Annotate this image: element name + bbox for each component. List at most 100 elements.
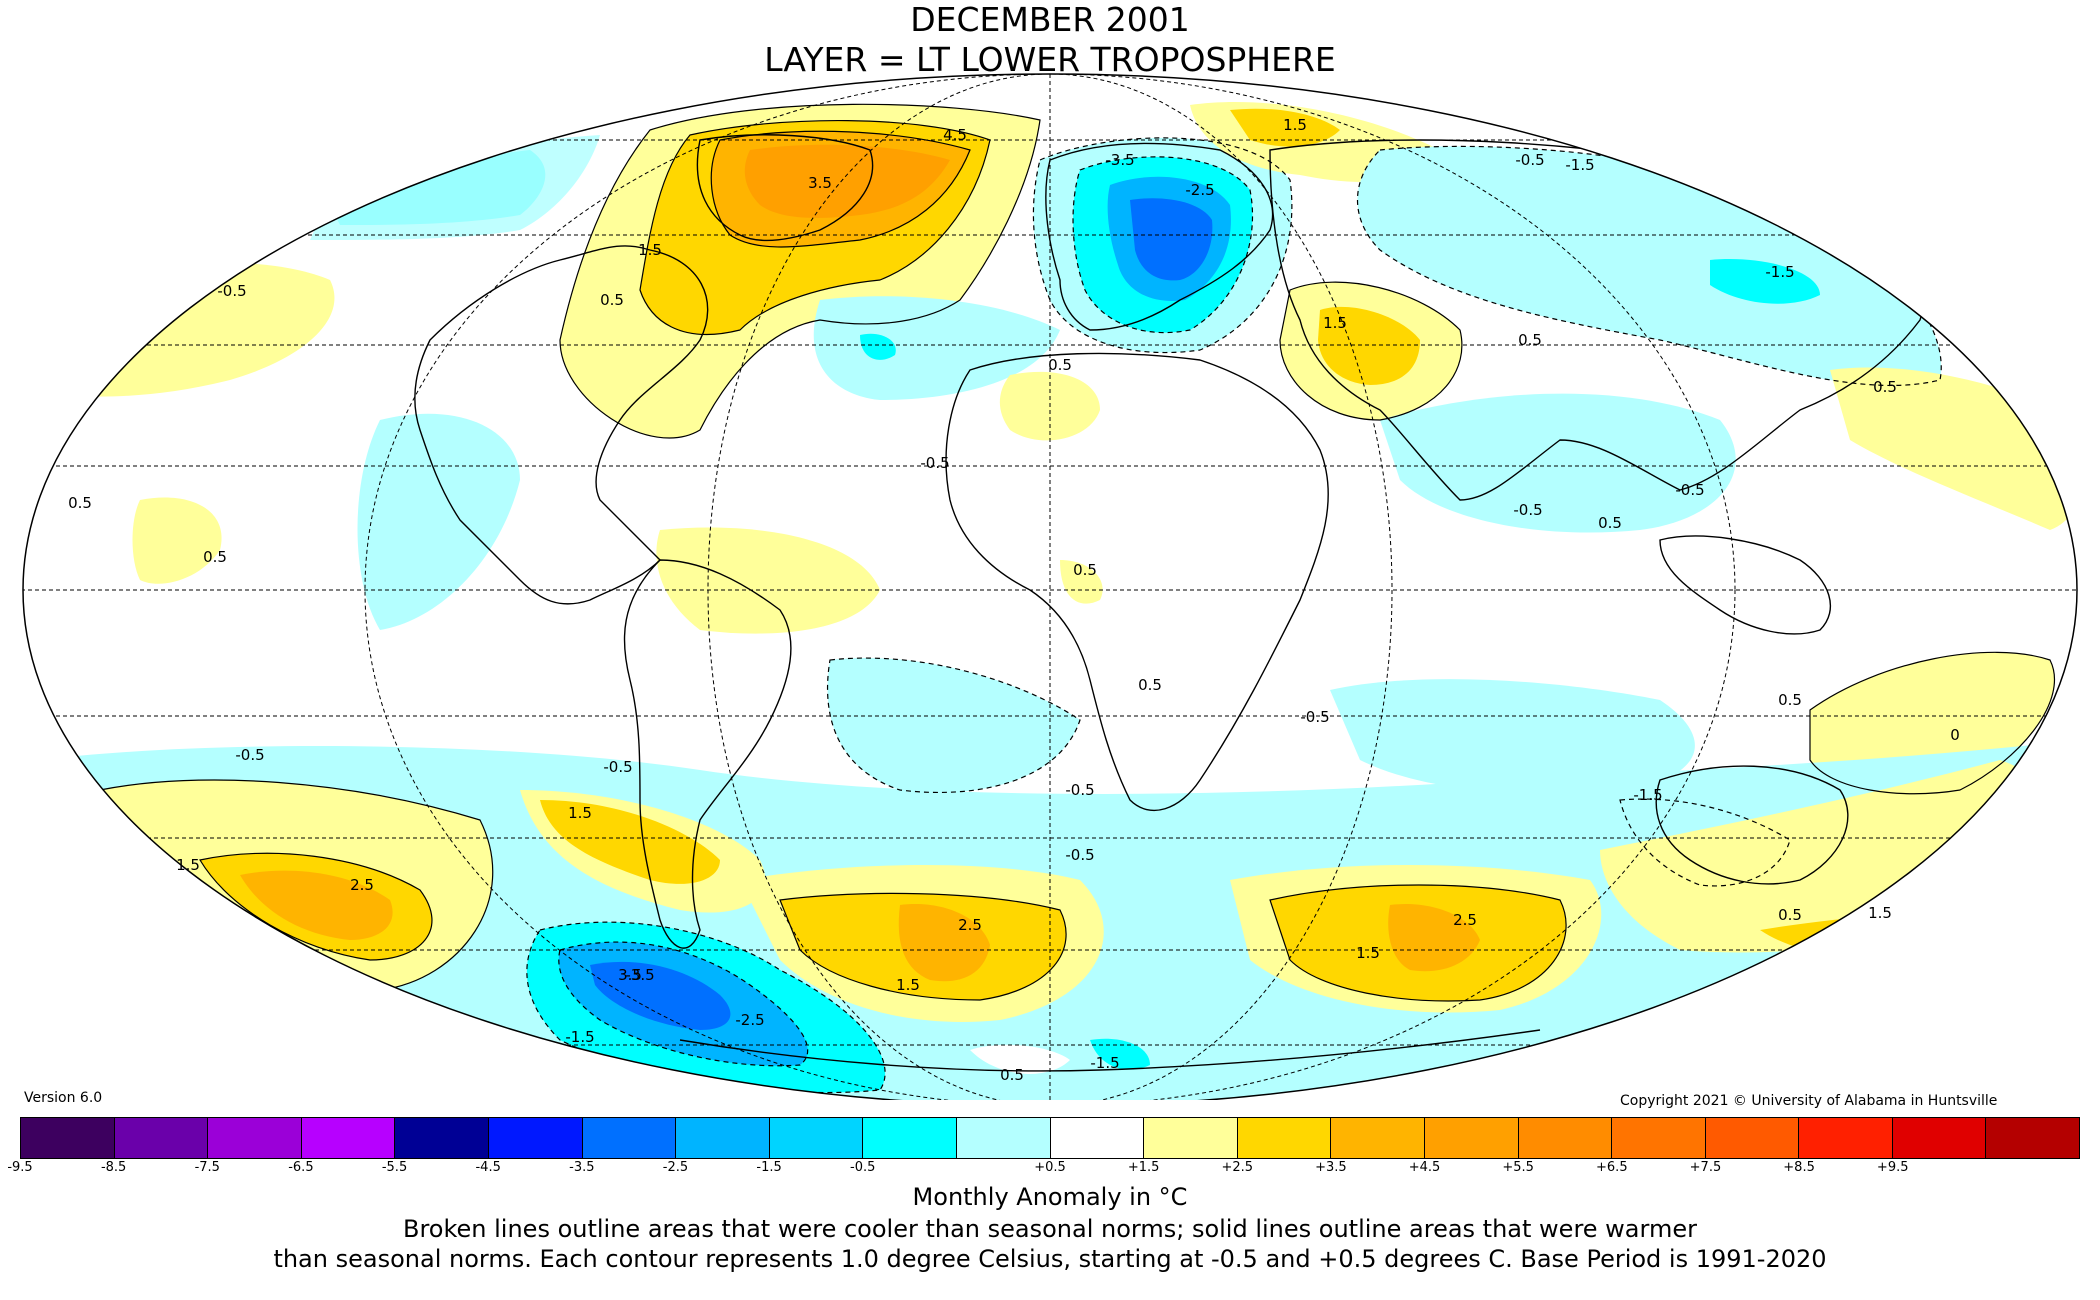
colorbar-tick-label: +5.5 <box>1502 1160 1534 1175</box>
australia-outline <box>1655 765 1849 885</box>
map-subtitle: LAYER = LT LOWER TROPOSPHERE <box>764 40 1336 79</box>
contour-value-label: 3.5 <box>808 174 832 192</box>
colorbar-tick-label: -8.5 <box>100 1160 127 1175</box>
anomaly-map: -0.5 -0.5 -0.5 -0.5 -0.5 -0.5 -0.5 -0.5 -0.5 -0.5… <box>22 73 2078 1100</box>
globe-outline <box>22 73 2078 1100</box>
units-label: Monthly Anomaly in °C <box>912 1183 1188 1211</box>
contour-value-label: 0.5 <box>600 291 624 309</box>
contour-value-label: 0.5 <box>1598 514 1622 532</box>
colorbar-tick-label: -0.5 <box>850 1160 876 1175</box>
contour-value-label: -0.5 <box>217 282 246 300</box>
colorbar-segment <box>1237 1118 1332 1158</box>
contour-lines-cold <box>526 137 1942 1094</box>
colorbar-segment <box>114 1118 209 1158</box>
colorbar-segment <box>956 1118 1051 1158</box>
colorbar-segment <box>1705 1118 1800 1158</box>
colorbar-tick-label: +9.5 <box>1876 1160 1909 1175</box>
contour-value-label: -0.5 <box>1065 781 1094 799</box>
colorbar-segment <box>208 1118 302 1158</box>
contour-value-label: 2.5 <box>350 876 374 894</box>
colorbar-segment <box>1144 1118 1238 1158</box>
contour-value-label: 4.5 <box>943 126 967 144</box>
contour-value-label: 1.5 <box>1283 116 1307 134</box>
contour-value-label: 0.5 <box>1048 356 1072 374</box>
colorbar-tick-label: -1.5 <box>756 1160 782 1175</box>
contour-value-label: 1.5 <box>1356 944 1380 962</box>
copyright-label: Copyright 2021 © University of Alabama i… <box>1620 1093 1998 1109</box>
indonesia-outline <box>1659 535 1831 635</box>
contour-value-label: -1.5 <box>1565 156 1594 174</box>
contour-value-label: 1.5 <box>568 804 592 822</box>
colorbar-segment <box>863 1118 957 1158</box>
contour-value-label: -0.5 <box>1065 846 1094 864</box>
colorbar-tick-label: +4.5 <box>1408 1160 1441 1175</box>
colorbar-tick-label: +1.5 <box>1127 1160 1160 1175</box>
north-america-outline <box>414 245 709 605</box>
version-label: Version 6.0 <box>24 1090 103 1106</box>
colorbar-segment <box>582 1118 677 1158</box>
contour-value-label: -2.5 <box>735 1011 764 1029</box>
contour-value-label: 1.5 <box>896 976 920 994</box>
contour-value-label: 0.5 <box>68 494 92 512</box>
colorbar-tick-label: +3.5 <box>1315 1160 1347 1175</box>
caption-line-1: Broken lines outline areas that were coo… <box>403 1215 1697 1243</box>
greenland-outline <box>696 134 874 242</box>
colorbar-tick-label: -7.5 <box>194 1160 220 1175</box>
contour-value-label: 0 <box>1950 726 1960 744</box>
contour-value-label: -1.5 <box>1633 786 1662 804</box>
colorbar <box>20 1117 2080 1159</box>
contour-value-label: 0.5 <box>203 548 227 566</box>
colorbar-segment <box>488 1118 583 1158</box>
contour-value-label: -1.5 <box>1090 1054 1119 1072</box>
colorbar-segment <box>1799 1118 1893 1158</box>
colorbar-tick-label: +2.5 <box>1221 1160 1254 1175</box>
contour-value-label: 0.5 <box>1518 331 1542 349</box>
colorbar-tick-label: +0.5 <box>1034 1160 1066 1175</box>
colorbar-tick-label: +6.5 <box>1596 1160 1628 1175</box>
coastlines <box>414 134 1925 1072</box>
contour-value-label: 1.5 <box>1868 904 1892 922</box>
colorbar-tick-label: -5.5 <box>381 1160 408 1175</box>
colorbar-segment <box>1986 1118 2080 1158</box>
contour-label-group: -0.5 -0.5 -0.5 -0.5 -0.5 -0.5 -0.5 -0.5 -0.5 -0.5… <box>68 116 1960 1084</box>
colorbar-segment <box>395 1118 489 1158</box>
colorbar-segment <box>1331 1118 1425 1158</box>
contour-value-label: -0.5 <box>235 746 264 764</box>
contour-value-label: -3.5 <box>625 966 654 984</box>
south-america-outline <box>623 559 792 949</box>
colorbar-tick-label: -4.5 <box>475 1160 501 1175</box>
contour-value-label: 1.5 <box>1323 314 1347 332</box>
contour-value-label: -3.5 <box>1105 151 1134 169</box>
contour-value-label: -0.5 <box>603 758 632 776</box>
colorbar-segment <box>1424 1118 1519 1158</box>
colorbar-tick-label: -9.5 <box>7 1160 33 1175</box>
europe-outline <box>1045 142 1274 331</box>
antarctica-outline <box>679 1029 1541 1072</box>
contour-value-label: 0.5 <box>1873 378 1897 396</box>
contour-value-label: 2.5 <box>1453 911 1477 929</box>
caption-line-2: than seasonal norms. Each contour repres… <box>273 1245 1827 1273</box>
contour-value-label: -0.5 <box>920 454 949 472</box>
contour-value-label: -0.5 <box>1515 151 1544 169</box>
colorbar-segment <box>301 1118 396 1158</box>
colorbar-ticks: -9.5 -8.5 -7.5 -6.5 -5.5 -4.5 -3.5 -2.5 -1.5 -0.5… <box>7 1160 2080 1190</box>
colorbar-tick-label: +7.5 <box>1689 1160 1722 1175</box>
africa-outline <box>945 352 1329 811</box>
contour-value-label: -0.5 <box>1300 708 1329 726</box>
contour-value-label: 1.5 <box>638 241 662 259</box>
colorbar-segment <box>21 1118 115 1158</box>
contour-value-label: 3.5 <box>618 966 642 984</box>
contour-value-label: -2.5 <box>1185 181 1214 199</box>
contour-value-label: 0.5 <box>1778 906 1802 924</box>
contour-value-label: -1.5 <box>1765 263 1794 281</box>
contour-value-label: -0.5 <box>1675 481 1704 499</box>
contour-value-label: 0.5 <box>1778 691 1802 709</box>
colorbar-tick-label: -6.5 <box>288 1160 314 1175</box>
colorbar-segment <box>1892 1118 1987 1158</box>
colorbar-segment <box>1050 1118 1145 1158</box>
colorbar-tick-label: -2.5 <box>662 1160 689 1175</box>
contour-value-label: -1.5 <box>565 1028 594 1046</box>
contour-value-label: -0.5 <box>1513 501 1542 519</box>
contour-value-label: 1.5 <box>176 856 200 874</box>
colorbar-segment <box>1518 1118 1613 1158</box>
